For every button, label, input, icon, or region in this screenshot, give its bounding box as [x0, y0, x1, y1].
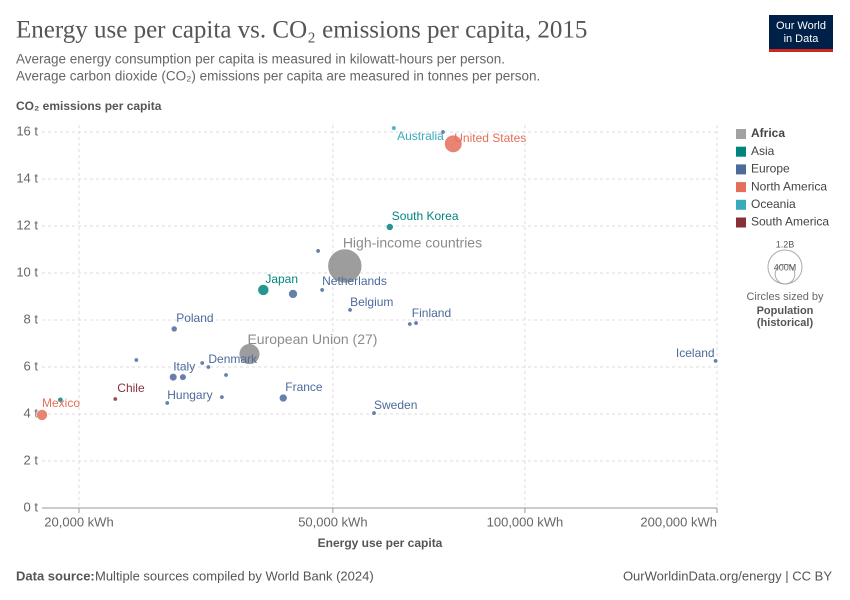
subtitle: Average energy consumption per capita is… [16, 52, 505, 67]
point-label: Poland [176, 311, 213, 325]
point [179, 373, 187, 381]
point-label: Australia [397, 129, 444, 143]
subtitle: Average carbon dioxide (CO₂) emissions p… [16, 69, 540, 84]
point-label: Chile [117, 381, 145, 395]
legend-label: Africa [751, 126, 785, 140]
point-label: Netherlands [322, 274, 387, 288]
point [112, 396, 118, 402]
legend-swatch [736, 182, 746, 193]
point [444, 134, 463, 153]
y-tick-label: 16 t [16, 123, 38, 138]
logo-text: in Data [784, 33, 820, 45]
point [413, 320, 419, 326]
point [170, 325, 178, 333]
y-tick-label: 0 t [24, 499, 39, 514]
y-tick-label: 6 t [24, 358, 39, 373]
x-tick-label: 100,000 kWh [487, 514, 564, 529]
point [238, 343, 261, 365]
size-legend-variable: (historical) [757, 317, 814, 329]
size-legend-label: 400M [774, 263, 797, 273]
point-label: United States [454, 131, 526, 145]
point-label: European Union (27) [247, 331, 377, 347]
legend-label: Oceania [751, 197, 796, 211]
point-label: High-income countries [343, 235, 482, 251]
x-tick-label: 50,000 kWh [298, 514, 367, 529]
source-label: Data source: [16, 568, 95, 583]
y-tick-label: 4 t [24, 405, 39, 420]
legend-label: Asia [751, 144, 775, 158]
x-tick-label: 200,000 kWh [640, 514, 717, 529]
point-label: Belgium [350, 295, 393, 309]
point [391, 125, 397, 131]
legend-swatch [736, 146, 746, 157]
point [371, 410, 377, 416]
y-tick-label: 10 t [16, 264, 38, 279]
point [327, 248, 363, 284]
y-axis-label: CO₂ emissions per capita [16, 99, 162, 113]
legend-label: Europe [751, 162, 790, 176]
point-label: Italy [173, 359, 195, 373]
url: OurWorldinData.org/energy | CC BY [623, 568, 832, 583]
point [219, 394, 225, 400]
point [199, 360, 205, 366]
point-label: Sweden [374, 398, 417, 412]
chart-title: Energy use per capita vs. CO₂ emissions … [16, 17, 587, 44]
point [278, 393, 288, 403]
point-label: Hungary [167, 388, 212, 402]
logo-text: Our World [776, 20, 826, 32]
legend-swatch [736, 199, 746, 210]
point-label: France [285, 380, 323, 394]
x-tick-label: 20,000 kWh [44, 514, 113, 529]
legend-label: South America [751, 215, 829, 229]
logo-bar [769, 49, 833, 52]
size-legend-circle [774, 263, 796, 285]
point [164, 400, 170, 406]
point [347, 307, 353, 313]
point [36, 409, 48, 421]
y-tick-label: 12 t [16, 217, 38, 232]
point-label: Finland [412, 306, 451, 320]
legend-swatch [736, 217, 746, 228]
point-label: Denmark [208, 352, 258, 366]
y-tick-label: 8 t [24, 311, 39, 326]
point-label: Iceland [676, 346, 715, 360]
size-legend-variable: Population [757, 305, 814, 317]
source: Multiple sources compiled by World Bank … [95, 568, 374, 583]
point [205, 364, 211, 370]
point [133, 357, 139, 363]
point [57, 396, 64, 403]
size-legend-label: 1.2B [776, 239, 795, 249]
point [319, 287, 325, 293]
point [440, 129, 446, 135]
y-tick-label: 2 t [24, 452, 39, 467]
size-legend-note: Circles sized by [746, 291, 824, 303]
point-label: Mexico [42, 396, 80, 410]
point [257, 284, 270, 296]
point [169, 373, 178, 382]
point [713, 358, 719, 364]
point [223, 372, 229, 378]
legend-swatch [736, 164, 746, 175]
point [407, 321, 413, 327]
legend-swatch [736, 129, 746, 139]
x-axis-label: Energy use per capita [318, 536, 443, 550]
legend-label: North America [751, 179, 827, 193]
point [315, 248, 321, 254]
point [288, 289, 298, 299]
point-label: Japan [265, 272, 298, 286]
y-tick-label: 14 t [16, 170, 38, 185]
point-label: South Korea [392, 209, 459, 223]
logo-box [769, 15, 833, 51]
point [385, 223, 394, 231]
